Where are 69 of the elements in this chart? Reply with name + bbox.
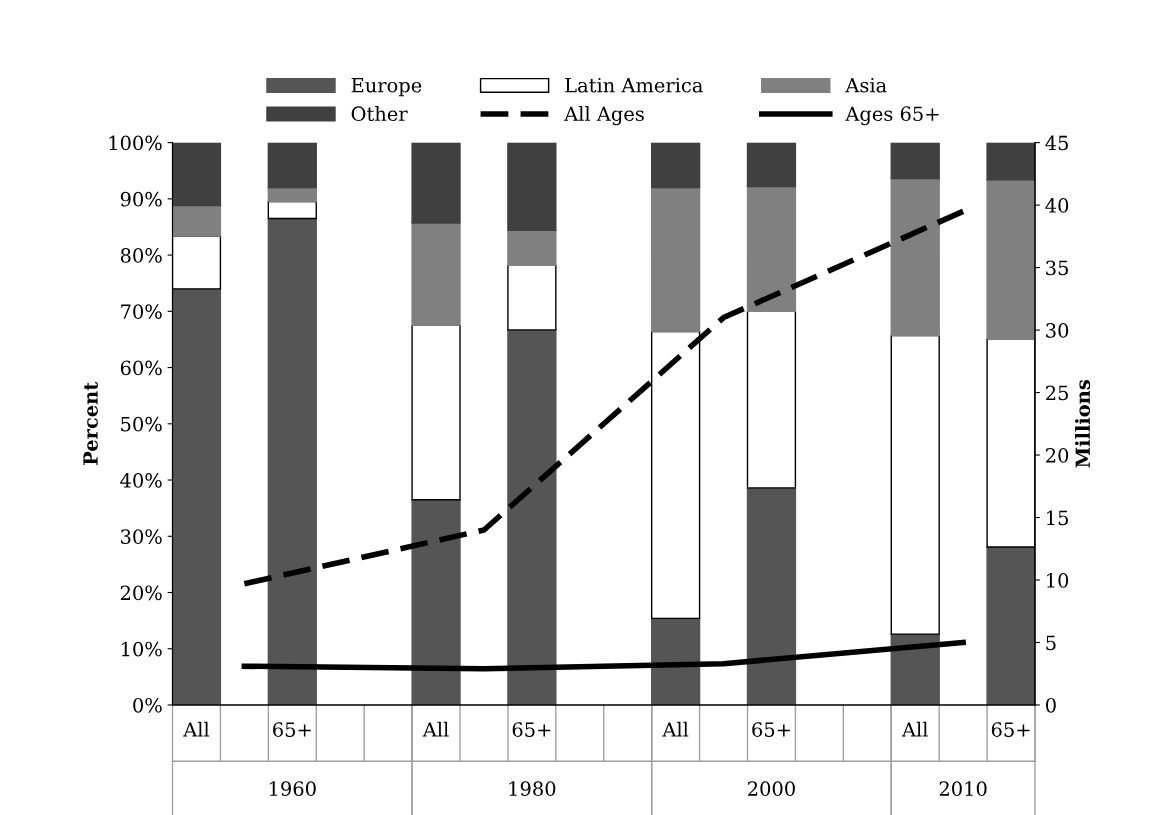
- text: 2000: [748, 781, 795, 796]
- bar: [890, 334, 940, 635]
- x-tick-label: All: [901, 721, 928, 737]
- bar: [267, 200, 317, 220]
- y-tick-label: 90%: [120, 191, 162, 207]
- bar: [172, 142, 222, 207]
- bar: [172, 288, 222, 705]
- y-tick-label: 60%: [120, 360, 162, 376]
- bar: [746, 142, 797, 188]
- text: 1960: [269, 781, 316, 796]
- bar: [986, 179, 1035, 340]
- bar: [986, 546, 1035, 705]
- legend-label: All Ages: [564, 106, 644, 126]
- bar: [267, 186, 317, 203]
- x-tick-label: All: [662, 721, 689, 737]
- y2-axis-title: Millions: [1075, 380, 1091, 468]
- y-tick-label: 100%: [109, 135, 162, 151]
- y2-tick-label: 30: [1046, 323, 1069, 338]
- bar: [172, 204, 222, 237]
- bar: [650, 617, 701, 705]
- bar: [507, 142, 557, 232]
- x-tick-label: 65+: [991, 722, 1030, 737]
- y2-tick-label: 5: [1046, 635, 1056, 651]
- y2-tick-label: 10: [1047, 572, 1069, 588]
- y-tick-label: 80%: [120, 248, 162, 263]
- x-tick-label: 65+: [512, 722, 551, 737]
- bar: [411, 142, 461, 224]
- y-tick-label: 30%: [121, 529, 162, 544]
- bar: [411, 324, 461, 501]
- x-tick-label: All: [183, 721, 210, 737]
- bar: [411, 222, 461, 327]
- bar: [890, 177, 940, 337]
- x-tick-label: 65+: [752, 722, 790, 737]
- y2-tick-label: 20: [1046, 448, 1069, 463]
- y2-tick-label: 35: [1046, 260, 1068, 276]
- y-axis-title: Percent: [83, 381, 98, 465]
- x-tick-label: All: [422, 721, 449, 737]
- y-tick-label: 50%: [121, 416, 162, 432]
- legend-label: Ages 65+: [845, 106, 939, 126]
- legend-label: Other: [351, 106, 408, 122]
- y2-tick-label: 40: [1045, 198, 1069, 213]
- legend-label: Asia: [845, 77, 887, 93]
- bar: [650, 142, 701, 189]
- y-tick-label: 20%: [120, 585, 162, 601]
- bar: [746, 185, 797, 313]
- bar: [411, 499, 461, 705]
- y2-tick-label: 0: [1046, 697, 1056, 713]
- bar: [507, 329, 557, 705]
- y2-tick-label: 15: [1047, 510, 1068, 526]
- bar: [507, 229, 557, 266]
- y-tick-label: 0%: [133, 697, 162, 713]
- bar: [267, 142, 317, 189]
- bar: [507, 264, 557, 331]
- bar: [650, 186, 701, 333]
- bar: [746, 487, 797, 705]
- legend-label: Latin America: [565, 77, 703, 93]
- y2-tick-label: 25: [1046, 385, 1068, 401]
- legend-label: Europe: [351, 78, 422, 97]
- y-tick-label: 40%: [120, 472, 162, 488]
- text: 2010: [939, 781, 987, 796]
- y-tick-label: 70%: [121, 304, 162, 319]
- y2-tick-label: 45: [1045, 135, 1068, 151]
- y-tick-label: 10%: [121, 641, 162, 657]
- bar: [746, 310, 797, 489]
- bar: [267, 217, 317, 705]
- text: 1980: [509, 781, 556, 796]
- bar: [986, 142, 1035, 181]
- x-tick-label: 65+: [273, 722, 311, 737]
- bar: [890, 142, 940, 180]
